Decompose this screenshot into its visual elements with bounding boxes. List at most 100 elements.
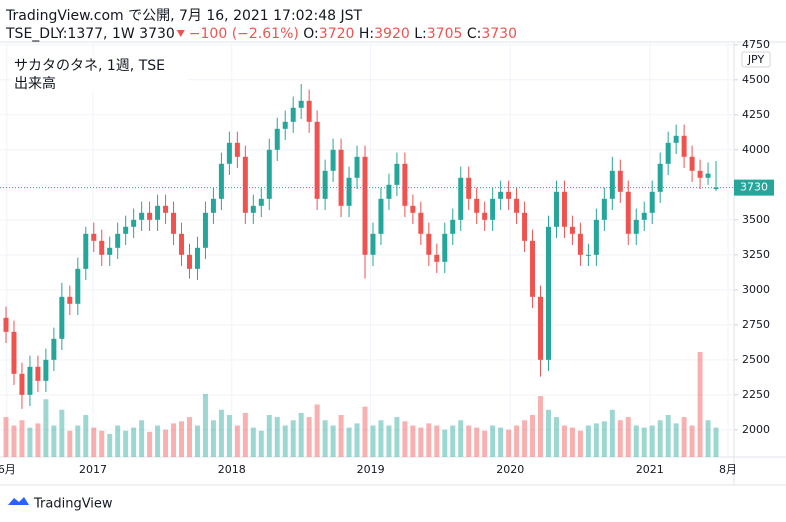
volume-bar <box>522 420 528 457</box>
candle-body <box>3 317 9 332</box>
candle-body <box>67 296 73 304</box>
candle-body <box>242 156 248 213</box>
volume-bar <box>386 425 392 457</box>
volume-bar <box>569 427 575 457</box>
volume-bar <box>266 415 272 457</box>
volume-bar <box>657 420 663 457</box>
candle-body <box>482 212 488 220</box>
volume-bar <box>131 427 137 457</box>
volume-bar <box>577 430 583 457</box>
candle-body <box>99 240 105 255</box>
volume-bar <box>123 430 129 457</box>
y-tick-label: 2750 <box>742 318 770 331</box>
candle-body <box>11 331 17 374</box>
volume-bar <box>370 425 376 457</box>
volume-bar <box>410 425 416 457</box>
candle-body <box>362 156 368 255</box>
candle-body <box>522 212 528 241</box>
volume-bar <box>155 425 161 457</box>
candle-body <box>59 296 65 339</box>
candle-body <box>402 163 408 206</box>
x-tick-label: 6月 <box>0 463 16 476</box>
volume-bar <box>226 415 232 457</box>
candle-body <box>426 233 432 255</box>
candle-body <box>171 212 177 234</box>
candle-body <box>418 212 424 234</box>
volume-bar <box>306 417 312 457</box>
candle-body <box>19 373 25 395</box>
volume-bar <box>625 417 631 457</box>
volume-bar <box>91 427 97 457</box>
volume-bar <box>553 417 559 457</box>
volume-bar <box>458 420 464 457</box>
volume-bar <box>561 425 567 457</box>
volume-bar <box>346 427 352 457</box>
candle-body <box>593 219 599 255</box>
candle-body <box>673 135 679 143</box>
candle-body <box>585 254 591 256</box>
volume-bar <box>274 417 280 457</box>
candle-body <box>258 198 264 206</box>
candle-body <box>123 226 129 234</box>
volume-bar <box>99 430 105 457</box>
volume-bar <box>705 420 711 457</box>
volume-bar <box>322 420 328 457</box>
volume-title: 出来高 <box>14 75 56 92</box>
volume-bar <box>681 417 687 457</box>
volume-bar <box>75 425 81 457</box>
legend-title: サカタのタネ, 1週, TSE <box>14 58 165 74</box>
volume-bar <box>179 421 185 457</box>
candle-body <box>274 128 280 150</box>
last-price-box <box>734 179 774 196</box>
logo <box>8 497 29 505</box>
volume-bar <box>530 415 536 457</box>
volume-bar <box>506 429 512 457</box>
volume-bar <box>601 421 607 457</box>
candle-body <box>545 226 551 360</box>
candle-body <box>306 100 312 122</box>
y-tick-label: 2500 <box>742 353 770 366</box>
candle-body <box>107 247 113 255</box>
volume-bar <box>514 425 520 457</box>
x-tick-label: 2017 <box>79 463 107 476</box>
candle-body <box>163 205 169 213</box>
volume-bar <box>482 430 488 457</box>
candle-body <box>210 198 216 213</box>
volume-bar <box>338 415 344 457</box>
volume-bar <box>673 423 679 457</box>
volume-bar <box>697 352 703 457</box>
candle-body <box>115 233 121 248</box>
down-arrow <box>176 30 185 37</box>
candle-body <box>649 191 655 213</box>
currency-box <box>741 51 771 68</box>
volume-bar <box>163 429 169 457</box>
volume-bar <box>450 425 456 457</box>
volume-bar <box>234 425 240 457</box>
volume-bar <box>107 433 113 457</box>
candle-body <box>226 142 232 164</box>
volume-bar <box>498 427 504 457</box>
volume-bar <box>43 399 49 457</box>
candle-body <box>394 163 400 185</box>
volume-bar <box>290 420 296 457</box>
candle-body <box>617 170 623 192</box>
volume-bar <box>641 427 647 457</box>
last-price-label: 3730 <box>740 181 768 194</box>
volume-bar <box>689 425 695 457</box>
candle-body <box>250 205 256 213</box>
candle-body <box>370 233 376 255</box>
l-label: L: <box>414 26 427 42</box>
candle-body <box>633 219 639 234</box>
y-tick-label: 4250 <box>742 108 770 121</box>
volume-bar <box>27 427 33 457</box>
candle-body <box>346 177 352 206</box>
symbol-line: TSE_DLY:1377, 1W 3730 −100 (−2.61%) O:372… <box>5 26 517 42</box>
candle-body <box>378 198 384 234</box>
volume-bar <box>194 425 200 457</box>
candle-body <box>498 191 504 199</box>
volume-bar <box>713 427 719 457</box>
symbol: TSE_DLY:1377, 1W <box>5 26 135 42</box>
y-tick-label: 3000 <box>742 283 770 296</box>
volume-bar <box>218 409 224 457</box>
